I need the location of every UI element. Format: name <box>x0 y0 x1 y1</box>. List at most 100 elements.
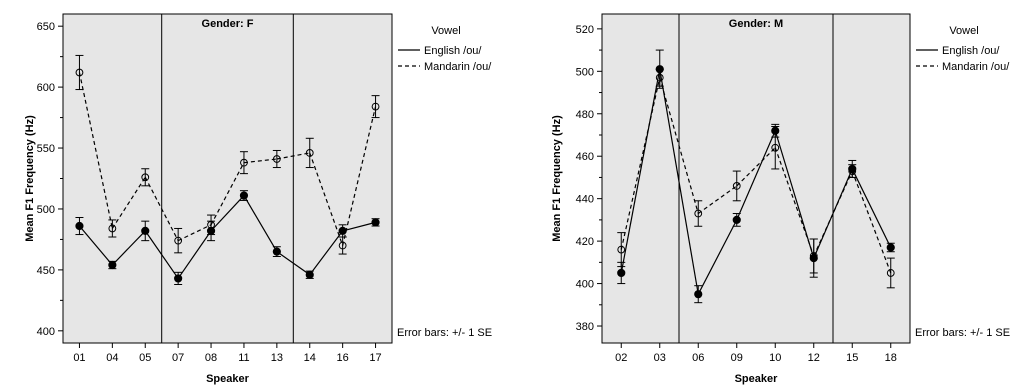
plot-area <box>62 13 393 344</box>
legend-label: English /ou/ <box>942 45 1000 57</box>
data-point <box>272 247 281 256</box>
x-tick-label: 12 <box>808 352 820 364</box>
x-tick-label: 02 <box>615 352 627 364</box>
series-line-segment <box>813 170 853 257</box>
data-point <box>272 155 281 163</box>
data-point <box>240 158 248 167</box>
x-tick-label: 16 <box>337 352 349 364</box>
y-tick-label: 550 <box>37 143 55 155</box>
y-tick-label: 420 <box>576 236 594 248</box>
data-point <box>108 260 117 270</box>
x-tick-label: 08 <box>205 352 217 364</box>
data-point <box>239 191 249 200</box>
data-point <box>617 245 626 254</box>
data-point <box>617 268 626 278</box>
x-tick-label: 13 <box>271 352 283 364</box>
data-point <box>371 102 380 111</box>
legend-label: Mandarin /ou/ <box>424 61 492 73</box>
series-line-segment <box>243 158 277 164</box>
data-point <box>75 221 84 231</box>
legend: Vowel English /ou/Mandarin /ou/ <box>916 25 1010 73</box>
y-tick-label: 500 <box>37 204 55 216</box>
y-tick-label: 400 <box>37 326 55 338</box>
data-point <box>141 226 150 235</box>
legend: Vowel English /ou/Mandarin /ou/ <box>398 25 492 73</box>
series-line-segment <box>736 147 776 187</box>
series-line-segment <box>659 77 699 214</box>
series-line-segment <box>697 185 738 215</box>
y-tick-label: 500 <box>576 66 594 78</box>
legend-label: Mandarin /ou/ <box>942 61 1010 73</box>
legend-label: English /ou/ <box>424 45 482 57</box>
y-tick-label: 650 <box>37 21 55 33</box>
chart-panel-male: Gender: M 380 400 420 440 460 480 500 520 02 03 06 0… <box>551 13 1010 385</box>
data-point <box>174 236 183 245</box>
x-axis-title: Speaker <box>206 373 250 385</box>
data-point <box>174 274 183 283</box>
panel-title: Gender: F <box>202 18 254 30</box>
x-tick-label: 04 <box>106 352 118 364</box>
data-point <box>848 167 857 175</box>
chart-panel-female: Gender: F 400 450 500 550 600 650 01 04 05 07 08 11 1… <box>24 13 492 385</box>
data-point <box>732 182 741 190</box>
data-point <box>371 218 380 227</box>
data-point <box>305 149 314 157</box>
x-tick-label: 14 <box>304 352 316 364</box>
series-line-segment <box>342 106 377 246</box>
x-tick-label: 05 <box>139 352 151 364</box>
x-tick-label: 06 <box>692 352 704 364</box>
data-point <box>75 68 84 77</box>
error-bar-note: Error bars: +/- 1 SE <box>915 327 1010 339</box>
data-point <box>809 252 818 260</box>
x-tick-label: 07 <box>172 352 184 364</box>
series-line-segment <box>111 230 146 266</box>
data-point <box>207 220 215 229</box>
series-line-segment <box>276 251 311 276</box>
data-point <box>305 270 314 279</box>
series-mandarin <box>75 54 380 255</box>
x-axis-title: Speaker <box>735 373 779 385</box>
series-english <box>75 190 380 286</box>
legend-title: Vowel <box>949 25 978 37</box>
series-line-segment <box>620 77 661 250</box>
series-line-segment <box>309 230 344 276</box>
y-axis-title: Mean F1 Frequency (Hz) <box>24 115 36 242</box>
x-tick-label: 03 <box>654 352 666 364</box>
data-point <box>108 224 117 233</box>
data-point <box>732 215 741 224</box>
x-tick-label: 18 <box>885 352 897 364</box>
series-line-segment <box>276 152 310 160</box>
y-tick-label: 520 <box>576 24 594 36</box>
series-line-segment <box>736 130 776 221</box>
y-tick-label: 440 <box>576 194 594 206</box>
series-line-segment <box>78 72 113 229</box>
data-point <box>141 173 150 182</box>
y-tick-label: 450 <box>37 265 55 277</box>
series-line-segment <box>144 177 179 241</box>
series-line-segment <box>774 147 815 257</box>
data-point <box>886 243 895 252</box>
x-tick-label: 10 <box>769 352 781 364</box>
y-tick-label: 400 <box>576 279 594 291</box>
y-tick-label: 380 <box>576 321 594 333</box>
x-tick-label: 09 <box>731 352 743 364</box>
y-tick-label: 460 <box>576 151 594 163</box>
series-line-segment <box>851 168 892 248</box>
y-axis-title: Mean F1 Frequency (Hz) <box>551 115 563 242</box>
series-line-segment <box>697 219 738 295</box>
data-point <box>338 226 347 235</box>
data-point <box>655 73 664 82</box>
data-point <box>694 290 703 299</box>
x-tick-label: 01 <box>73 352 85 364</box>
panel-title: Gender: M <box>729 18 783 30</box>
series-line-segment <box>620 69 661 274</box>
y-tick-label: 480 <box>576 109 594 121</box>
series-line-segment <box>78 225 113 266</box>
data-point <box>694 209 703 218</box>
legend-title: Vowel <box>431 25 460 37</box>
series-line-segment <box>177 230 212 279</box>
series-line-segment <box>309 152 344 246</box>
x-tick-label: 15 <box>846 352 858 364</box>
series-line-segment <box>210 195 245 232</box>
